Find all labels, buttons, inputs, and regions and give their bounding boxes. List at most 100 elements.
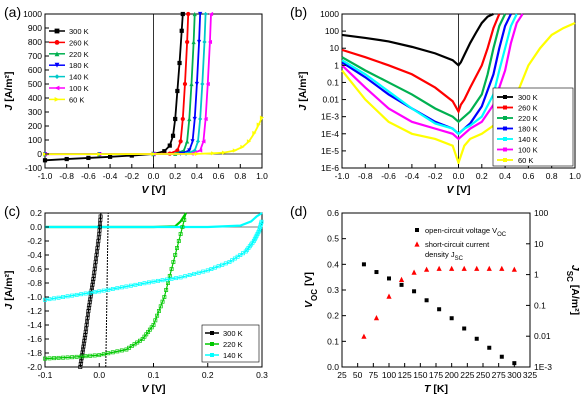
- data-point: [259, 115, 265, 120]
- data-point: [97, 353, 102, 358]
- data-point: [106, 287, 111, 292]
- data-point: [160, 299, 165, 304]
- data-point: [182, 81, 188, 87]
- data-point: [232, 148, 237, 153]
- data-point: [176, 239, 181, 243]
- data-point-voc: [387, 276, 391, 281]
- data-point: [187, 116, 192, 122]
- data-point: [61, 295, 66, 299]
- data-point-voc: [412, 289, 417, 294]
- y-tick-label: 300: [28, 107, 42, 117]
- x-tick-label: 150: [413, 370, 427, 380]
- legend-marker: [54, 28, 60, 34]
- series-line: [105, 212, 109, 368]
- data-point: [246, 139, 252, 144]
- y-axis-unit: [V]: [303, 272, 315, 289]
- y-tick-label: -1.6: [27, 334, 42, 344]
- x-tick-label: 0.3: [256, 370, 268, 380]
- data-point: [205, 81, 210, 87]
- y-tick-label: 0.2: [327, 311, 339, 321]
- data-point-jsc: [373, 315, 380, 321]
- y-tick-label: 100: [28, 135, 42, 145]
- legend-label: short-circuit current: [425, 240, 490, 249]
- y-tick-label: 800: [28, 37, 42, 47]
- x-tick-label: -1.0: [38, 171, 53, 181]
- x-tick-label: 1.0: [256, 171, 268, 181]
- data-point: [208, 11, 214, 17]
- data-point: [198, 116, 203, 122]
- data-point: [178, 275, 183, 280]
- x-tick-label: -0.2: [124, 171, 139, 181]
- data-point: [124, 284, 129, 289]
- x-tick-label: -0.6: [81, 171, 96, 181]
- x-axis-symbol: V: [142, 184, 150, 196]
- legend-label: density JSC: [425, 250, 464, 262]
- legend-marker: [210, 342, 214, 346]
- y-tick-label: -1.2: [27, 306, 42, 316]
- y-tick-label-right: 1: [534, 270, 539, 280]
- data-point: [190, 139, 195, 144]
- data-point: [195, 139, 201, 144]
- x-axis-unit: [V]: [149, 184, 166, 196]
- x-tick-label: -0.2: [428, 171, 443, 181]
- data-point: [108, 154, 113, 159]
- y-axis-symbol: J: [569, 265, 581, 272]
- data-point: [169, 276, 174, 281]
- y-tick-label: 1E-3: [321, 112, 339, 122]
- data-point-jsc: [411, 269, 417, 275]
- legend-marker: [210, 331, 214, 335]
- data-point: [92, 353, 97, 358]
- x-tick-label: -0.8: [358, 171, 373, 181]
- data-point: [106, 351, 111, 356]
- y-tick-label: 0.5: [327, 234, 339, 244]
- data-point: [175, 148, 180, 153]
- data-point: [47, 297, 52, 302]
- series-group: [42, 11, 265, 163]
- data-point: [240, 144, 245, 150]
- data-point: [175, 88, 180, 94]
- y-tick-label: 0.6: [327, 208, 339, 218]
- data-point: [43, 356, 47, 361]
- data-point-voc: [449, 316, 454, 321]
- data-point: [167, 143, 172, 148]
- series-line: [45, 117, 263, 156]
- y-axis-label: J [A/m²]: [3, 71, 15, 110]
- y-tick-label: -1.4: [27, 320, 42, 330]
- data-point: [205, 268, 210, 273]
- data-point: [256, 122, 261, 127]
- y-axis-unit: [A/m²]: [569, 282, 581, 315]
- y-tick-label: -0.6: [27, 264, 42, 274]
- y-tick-label-right: 1E-3: [534, 362, 552, 372]
- data-point: [194, 81, 199, 87]
- legend-label: 140 K: [518, 135, 538, 144]
- x-tick-label: 225: [460, 370, 474, 380]
- data-point: [79, 292, 84, 297]
- y-axis-unit: [A/m²]: [3, 71, 15, 104]
- series-line: [44, 13, 190, 156]
- series-line: [341, 13, 507, 124]
- x-axis-unit: [V]: [149, 383, 166, 395]
- data-point: [133, 282, 138, 287]
- data-point-jsc: [499, 265, 505, 271]
- data-point: [177, 60, 182, 66]
- data-point: [101, 352, 106, 357]
- data-point: [178, 139, 183, 144]
- data-point: [137, 282, 142, 287]
- data-point: [192, 271, 197, 276]
- data-point: [185, 139, 190, 144]
- data-point: [209, 267, 214, 271]
- data-point: [160, 278, 165, 283]
- y-tick-label: 0.4: [327, 259, 339, 269]
- data-point: [213, 265, 217, 270]
- data-point: [174, 276, 179, 281]
- legend-marker: [503, 137, 507, 141]
- legend-marker: [210, 353, 214, 357]
- legend-marker: [503, 105, 507, 110]
- data-point: [192, 116, 197, 122]
- data-point: [92, 290, 97, 295]
- legend-label: 220 K: [223, 340, 243, 349]
- series-group: [341, 12, 576, 167]
- data-point: [203, 116, 208, 122]
- y-axis-unit: [A/m²]: [297, 71, 309, 104]
- series-line: [341, 12, 494, 67]
